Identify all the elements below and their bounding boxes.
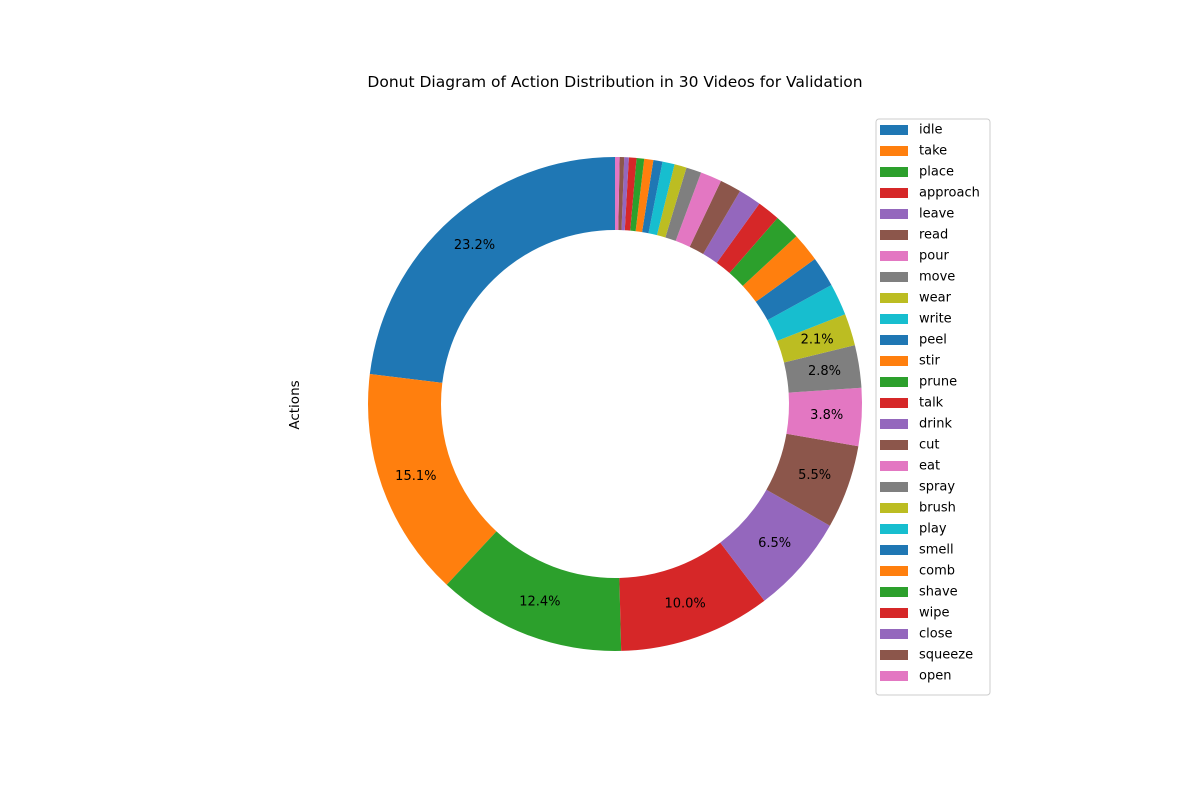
legend-swatch-read [880, 230, 908, 240]
legend-label-approach: approach [919, 186, 980, 201]
slice-write [767, 284, 846, 341]
legend-label-drink: drink [919, 417, 952, 432]
legend-label-comb: comb [919, 564, 955, 579]
legend-label-pour: pour [919, 249, 949, 264]
slice-squeeze [618, 157, 625, 231]
slice-drink [703, 191, 760, 263]
legend: idle take place approach leave read pour move we… [875, 118, 991, 696]
chart-title: Donut Diagram of Action Distribution in … [367, 73, 862, 91]
slice-prune [729, 218, 797, 286]
legend-label-place: place [919, 165, 954, 180]
slice-read [766, 433, 859, 526]
legend-swatch-wipe [880, 608, 908, 618]
slice-brush [656, 164, 687, 238]
legend-swatch-pour [880, 251, 908, 261]
legend-swatch-play [880, 524, 908, 534]
slice-move [783, 345, 862, 393]
legend-swatch-close [880, 629, 908, 639]
legend-swatch-write [880, 314, 908, 324]
slice-smell [642, 160, 663, 234]
legend-label-play: play [919, 522, 947, 537]
slice-shave [630, 157, 645, 232]
legend-swatch-talk [880, 398, 908, 408]
slice-stir [742, 236, 815, 302]
slice-peel [755, 258, 832, 321]
slice-label-approach: 10.0% [664, 597, 705, 612]
legend-swatch-open [880, 671, 908, 681]
legend-swatch-spray [880, 482, 908, 492]
legend-label-smell: smell [919, 543, 954, 558]
legend-swatch-leave [880, 209, 908, 219]
legend-label-move: move [919, 270, 955, 285]
slice-label-leave: 6.5% [758, 536, 791, 551]
slice-talk [716, 203, 778, 273]
legend-label-open: open [919, 669, 951, 684]
slice-comb [635, 158, 654, 233]
legend-swatch-place [880, 167, 908, 177]
legend-swatch-cut [880, 440, 908, 450]
legend-swatch-smell [880, 545, 908, 555]
legend-swatch-peel [880, 335, 908, 345]
legend-swatch-wear [880, 293, 908, 303]
legend-swatch-brush [880, 503, 908, 513]
slice-label-pour: 3.8% [810, 408, 843, 423]
legend-label-cut: cut [919, 438, 939, 453]
legend-label-squeeze: squeeze [919, 648, 973, 663]
legend-swatch-squeeze [880, 650, 908, 660]
slice-label-idle: 23.2% [454, 238, 495, 253]
slice-label-read: 5.5% [798, 468, 831, 483]
legend-swatch-prune [880, 377, 908, 387]
legend-label-wear: wear [919, 291, 952, 306]
slice-label-place: 12.4% [519, 595, 560, 610]
legend-label-idle: idle [919, 123, 942, 138]
legend-label-close: close [919, 627, 952, 642]
legend-label-take: take [919, 144, 947, 159]
slice-idle [369, 157, 615, 383]
slice-wear [777, 314, 855, 363]
slice-label-wear: 2.1% [801, 333, 834, 348]
slice-close [621, 157, 629, 231]
legend-label-prune: prune [919, 375, 957, 390]
legend-label-wipe: wipe [919, 606, 950, 621]
slice-label-move: 2.8% [808, 364, 841, 379]
legend-swatch-shave [880, 587, 908, 597]
slice-leave [720, 489, 830, 601]
slice-play [648, 161, 675, 236]
legend-label-peel: peel [919, 333, 947, 348]
legend-label-read: read [919, 228, 948, 243]
slice-cut [689, 180, 741, 254]
slice-open [615, 156, 620, 231]
y-axis-label: Actions [287, 380, 303, 429]
legend-swatch-take [880, 146, 908, 156]
slice-take [368, 373, 497, 585]
legend-swatch-idle [880, 125, 908, 135]
legend-swatch-comb [880, 566, 908, 576]
legend-label-spray: spray [919, 480, 955, 495]
legend-swatch-eat [880, 461, 908, 471]
legend-label-stir: stir [919, 354, 940, 369]
legend-label-talk: talk [919, 396, 944, 411]
slice-labels-group: 23.2% 15.1% 12.4% 10.0% 6.5% 5.5% 3.8% 2.8% 2.1% [395, 238, 843, 612]
legend-label-write: write [919, 312, 952, 327]
legend-swatch-stir [880, 356, 908, 366]
legend-label-brush: brush [919, 501, 956, 516]
legend-label-eat: eat [919, 459, 940, 474]
slice-wipe [624, 157, 637, 231]
legend-label-leave: leave [919, 207, 954, 222]
slice-eat [675, 172, 721, 247]
slice-spray [665, 167, 702, 241]
slices-group [368, 156, 863, 651]
legend-swatch-approach [880, 188, 908, 198]
legend-swatch-move [880, 272, 908, 282]
legend-swatch-drink [880, 419, 908, 429]
slice-place [446, 531, 622, 651]
slice-approach [619, 542, 765, 651]
slice-label-take: 15.1% [395, 469, 436, 484]
slice-pour [786, 387, 863, 447]
legend-label-shave: shave [919, 585, 958, 600]
